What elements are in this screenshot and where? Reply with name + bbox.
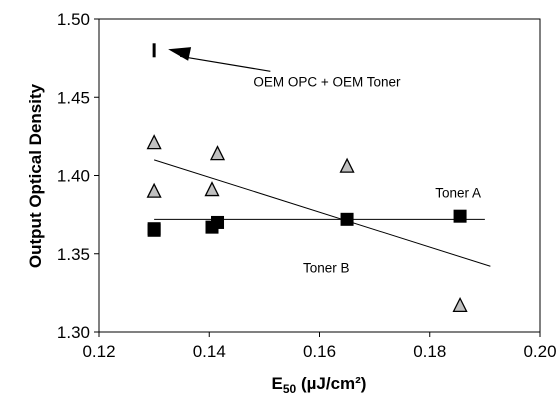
annotations: OEM OPC + OEM Toner Toner A Toner B [168, 47, 481, 276]
annotation-arrow-head [168, 47, 192, 61]
y-axis-title: Output Optical Density [26, 83, 45, 268]
x-tick-label: 0.20 [523, 342, 556, 361]
annotation-arrow-line [180, 55, 271, 72]
x-tick-label: 0.18 [413, 342, 446, 361]
x-axis-title-subscript: 50 [283, 382, 297, 396]
y-tick-label: 1.30 [57, 323, 90, 342]
y-tick-label: 1.35 [57, 245, 90, 264]
data-point-square [147, 222, 161, 236]
x-tick-label: 0.14 [193, 342, 226, 361]
data-point-triangle [452, 296, 468, 313]
data-point-bar [152, 43, 156, 58]
data-point-square [340, 212, 354, 226]
annotation-label: OEM OPC + OEM Toner [253, 74, 401, 89]
y-tick-label: 1.45 [57, 88, 90, 107]
data-point-square [211, 215, 225, 229]
data-point-triangle [339, 157, 355, 173]
annotation-label: Toner A [435, 185, 481, 200]
x-tick-label: 0.12 [82, 342, 115, 361]
plot-frame [98, 18, 541, 333]
trendlines [153, 159, 491, 267]
annotation-label: Toner B [303, 261, 350, 276]
x-axis-title-unit: (µJ/cm²) [296, 374, 366, 393]
trendline [153, 159, 491, 267]
x-axis-title: E50 (µJ/cm²) [272, 374, 367, 396]
x-axis-title-main: E [272, 374, 283, 393]
data-point-triangle [204, 181, 220, 197]
data-point-square [453, 209, 467, 223]
data-marks [146, 43, 468, 313]
axis-ticks: 0.12 0.14 0.16 0.18 0.20 1.30 1.35 1.40 1.45 1.50 [57, 10, 557, 361]
data-point-triangle [146, 182, 162, 198]
y-tick-label: 1.40 [57, 167, 90, 186]
data-point-triangle [209, 145, 226, 161]
y-tick-label: 1.50 [57, 10, 90, 29]
data-point-triangle [146, 134, 162, 150]
x-tick-label: 0.16 [303, 342, 336, 361]
